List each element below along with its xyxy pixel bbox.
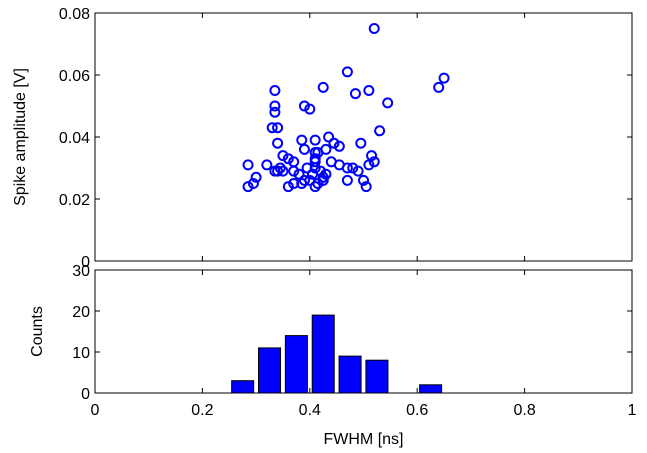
histogram-x-tick-label: 1 — [628, 402, 637, 419]
scatter-point — [306, 168, 318, 180]
scatter-plot: 0 0.02 0.04 0.06 0.08 Spike amplitude [V] — [12, 6, 633, 271]
histogram-y-tick-label: 0 — [81, 386, 90, 403]
scatter-point — [347, 162, 359, 174]
scatter-point — [277, 150, 289, 162]
scatter-point — [282, 153, 294, 165]
scatter-point — [363, 85, 375, 96]
scatter-point — [309, 181, 321, 193]
scatter-point — [341, 174, 353, 186]
histogram-x-tick-label: 0.4 — [299, 402, 321, 419]
scatter-y-tick-label: 0.02 — [59, 192, 90, 209]
scatter-point — [288, 165, 300, 177]
scatter-point — [242, 181, 254, 193]
scatter-point — [341, 66, 353, 78]
scatter-point — [269, 165, 281, 177]
histogram-axes-frame — [94, 269, 633, 394]
scatter-point — [438, 72, 450, 84]
scatter-point — [349, 88, 361, 100]
histogram-bar — [258, 347, 282, 394]
scatter-ticks: 0 0.02 0.04 0.06 0.08 — [59, 6, 633, 271]
scatter-point — [368, 156, 380, 168]
histogram-bar — [311, 314, 335, 394]
scatter-point — [360, 181, 372, 193]
histogram-x-axis-label: FWHM [ns] — [324, 431, 404, 448]
scatter-points — [242, 23, 450, 193]
histogram-y-tick-label: 10 — [72, 345, 90, 362]
histogram-bar — [284, 335, 308, 394]
scatter-point — [312, 178, 324, 189]
scatter-point — [274, 162, 286, 174]
scatter-point — [317, 81, 329, 93]
scatter-point — [282, 181, 294, 193]
scatter-point — [266, 122, 278, 134]
scatter-point — [355, 137, 367, 149]
scatter-point — [352, 165, 364, 177]
scatter-point — [328, 137, 340, 149]
histogram-y-tick-label: 30 — [72, 263, 90, 280]
histogram-y-tick-label: 20 — [72, 304, 90, 321]
scatter-point — [309, 134, 321, 146]
histogram-x-tick-label: 0 — [91, 402, 100, 419]
scatter-point — [269, 100, 281, 112]
histogram-x-tick-label: 0.2 — [191, 402, 213, 419]
scatter-point — [309, 162, 321, 174]
scatter-point — [269, 85, 281, 96]
scatter-point — [269, 106, 281, 118]
scatter-point — [363, 159, 375, 171]
scatter-point — [368, 23, 380, 34]
scatter-point — [317, 174, 329, 186]
scatter-point — [298, 174, 310, 186]
histogram-y-axis-label: Counts — [29, 306, 46, 357]
scatter-point — [320, 168, 332, 180]
scatter-point — [382, 97, 394, 109]
scatter-point — [433, 81, 445, 93]
histogram-bar — [231, 380, 255, 394]
scatter-point — [272, 137, 284, 149]
histogram-bars — [231, 314, 443, 394]
scatter-y-axis-label: Spike amplitude [V] — [12, 68, 29, 206]
scatter-y-tick-label: 0 — [81, 254, 90, 271]
scatter-point — [298, 143, 310, 155]
scatter-point — [304, 103, 316, 115]
scatter-point — [261, 159, 273, 171]
scatter-point — [333, 140, 345, 152]
scatter-point — [374, 125, 386, 137]
scatter-point — [309, 156, 321, 168]
scatter-point — [298, 100, 310, 112]
scatter-point — [323, 131, 335, 143]
histogram-bar — [338, 355, 362, 394]
scatter-point — [250, 171, 262, 183]
histogram-x-tick-label: 0.8 — [513, 402, 535, 419]
scatter-y-tick-label: 0.08 — [59, 6, 90, 23]
scatter-point — [358, 174, 369, 186]
scatter-point — [296, 134, 308, 146]
scatter-point — [296, 178, 308, 189]
scatter-axes-frame — [94, 12, 633, 262]
scatter-point — [272, 122, 284, 134]
scatter-point — [242, 159, 254, 171]
scatter-point — [247, 178, 259, 189]
histogram-bar — [419, 384, 443, 394]
scatter-y-tick-label: 0.04 — [59, 130, 90, 147]
histogram-bar — [365, 359, 389, 394]
histogram-x-tick-label: 0.6 — [406, 402, 428, 419]
scatter-point — [341, 162, 353, 174]
scatter-y-tick-label: 0.06 — [59, 68, 90, 85]
